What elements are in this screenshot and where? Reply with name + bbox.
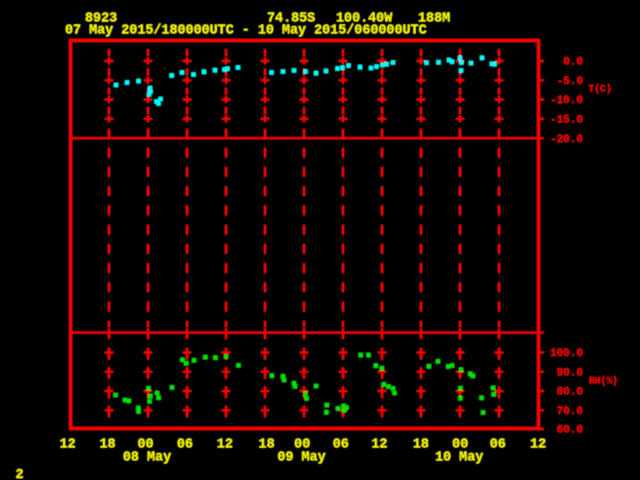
svg-text:00: 00 (137, 438, 153, 453)
svg-text:100.40W: 100.40W (336, 11, 393, 26)
svg-text:80.0: 80.0 (557, 387, 583, 399)
svg-text:09 May: 09 May (277, 451, 325, 466)
svg-text:06: 06 (490, 438, 506, 453)
svg-text:T(C): T(C) (588, 84, 611, 95)
svg-text:18: 18 (413, 438, 429, 453)
svg-text:60.0: 60.0 (557, 425, 583, 437)
svg-text:8923: 8923 (85, 11, 117, 26)
svg-text:100.0: 100.0 (550, 348, 583, 360)
svg-text:06: 06 (333, 438, 349, 453)
svg-text:12: 12 (530, 438, 546, 453)
svg-text:08 May: 08 May (123, 451, 171, 466)
svg-text:0.0: 0.0 (563, 57, 583, 69)
svg-text:06: 06 (177, 438, 193, 453)
svg-text:-20.0: -20.0 (550, 134, 583, 146)
svg-text:74.85S: 74.85S (267, 11, 315, 26)
svg-text:18: 18 (99, 438, 115, 453)
svg-text:12: 12 (371, 438, 387, 453)
svg-text:10 May: 10 May (435, 451, 483, 466)
svg-text:90.0: 90.0 (557, 367, 583, 379)
svg-text:2: 2 (16, 468, 24, 480)
svg-text:00: 00 (294, 438, 310, 453)
svg-text:12: 12 (60, 438, 76, 453)
svg-text:188M: 188M (418, 11, 450, 26)
svg-text:-10.0: -10.0 (550, 95, 583, 107)
svg-text:00: 00 (452, 438, 468, 453)
svg-text:18: 18 (259, 438, 275, 453)
svg-text:-15.0: -15.0 (550, 114, 583, 126)
svg-text:12: 12 (217, 438, 233, 453)
svg-text:07 May 2015/180000UTC - 10 May: 07 May 2015/180000UTC - 10 May 2015/0600… (65, 23, 427, 38)
svg-text:70.0: 70.0 (557, 406, 583, 418)
svg-text:-5.0: -5.0 (557, 76, 583, 88)
svg-text:RH(%): RH(%) (589, 375, 618, 386)
